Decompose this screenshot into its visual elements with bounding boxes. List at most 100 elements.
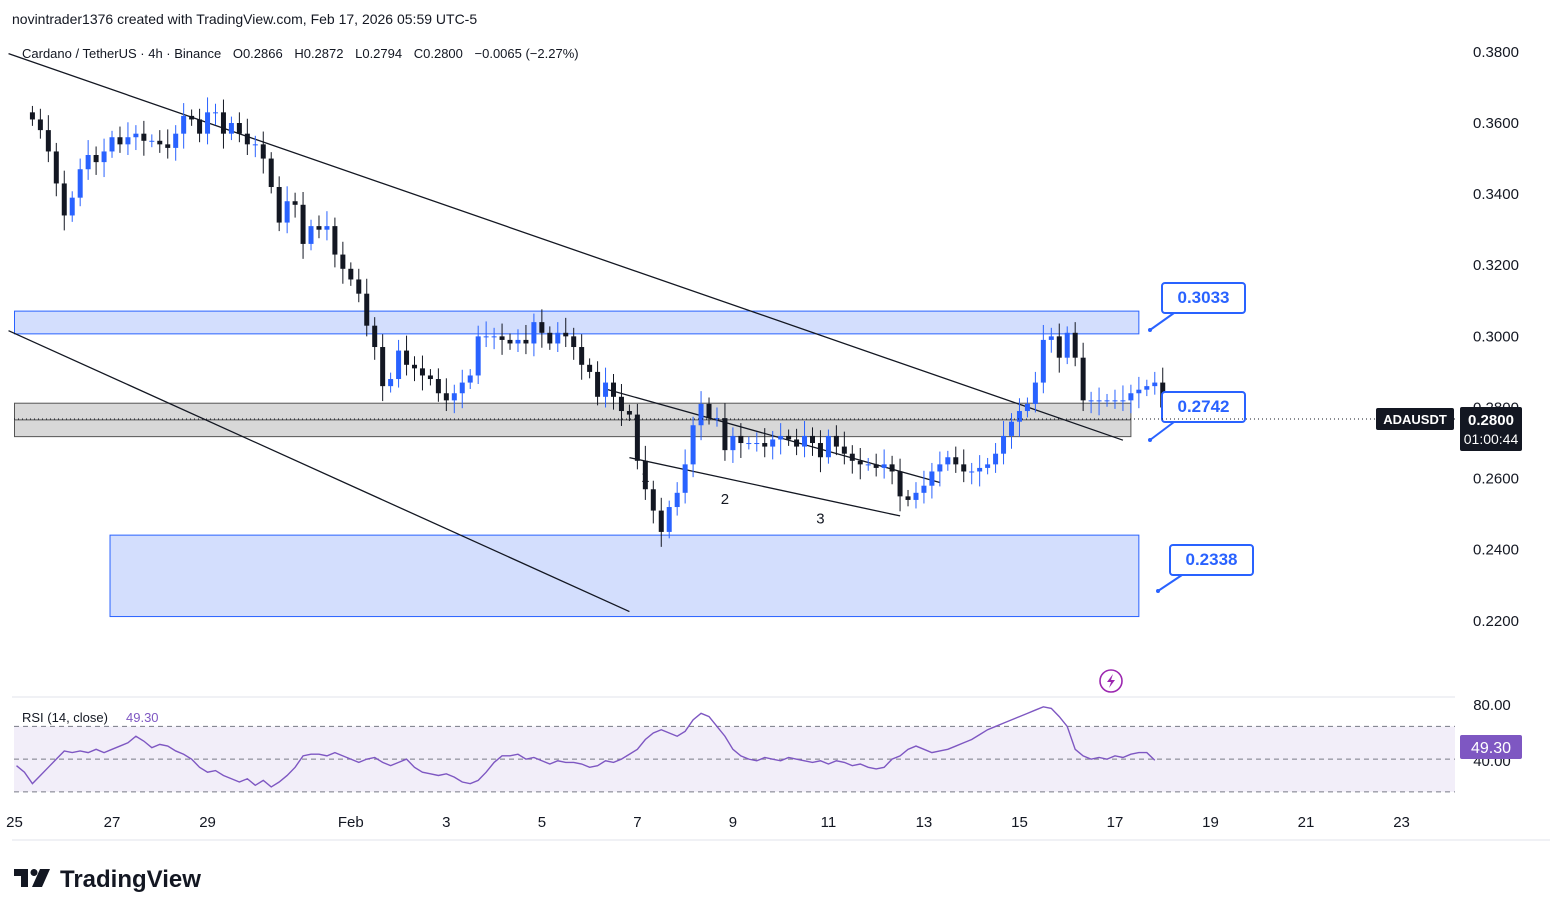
candle-body xyxy=(69,197,75,216)
candle-body xyxy=(388,379,394,387)
candle-body xyxy=(1032,382,1038,404)
candle-body xyxy=(913,492,919,500)
candle-body xyxy=(260,144,266,159)
time-axis[interactable]: 25 27 29 Feb 3 5 7 9 11 13 15 17 19 21 23 xyxy=(6,814,1550,841)
candle-body xyxy=(658,510,664,532)
candle-body xyxy=(730,435,736,451)
candle-body xyxy=(300,204,306,244)
wave-label: 2 xyxy=(721,491,729,508)
x-tick-label: 25 xyxy=(6,814,23,831)
candle-body xyxy=(786,435,792,440)
candle-body xyxy=(929,471,935,486)
candle-body xyxy=(881,464,887,468)
candle-body xyxy=(1001,435,1007,454)
candle-body xyxy=(1120,400,1126,402)
candle-body xyxy=(220,112,226,134)
callout-pointer xyxy=(1149,312,1175,331)
candle-body xyxy=(412,364,417,369)
y-tick-label: 0.2200 xyxy=(1473,613,1519,630)
callout-pointer xyxy=(1157,574,1183,592)
symbol-tag-text: ADAUSDT xyxy=(1383,412,1447,427)
candle-body xyxy=(396,350,402,380)
rsi-axis-label: 80.00 xyxy=(1473,697,1511,714)
candle-body xyxy=(825,435,831,458)
callout-label: 0.3033 xyxy=(1178,288,1230,307)
candle-body xyxy=(897,471,903,497)
price-tag xyxy=(1460,407,1522,451)
candle-body xyxy=(419,368,425,376)
candle-body xyxy=(905,496,911,500)
candle-body xyxy=(531,322,537,344)
candle-body xyxy=(1016,411,1022,422)
x-tick-label: 19 xyxy=(1202,814,1219,831)
candle-body xyxy=(117,137,123,145)
candle-body xyxy=(284,201,290,223)
candle-body xyxy=(133,133,139,138)
candle-body xyxy=(841,446,847,454)
candle-body xyxy=(356,279,362,294)
callout-label: 0.2742 xyxy=(1178,397,1230,416)
candle-body xyxy=(1136,389,1142,394)
trendlines-layer: 123 xyxy=(8,53,1124,613)
candle-body xyxy=(1096,400,1102,402)
candle-body xyxy=(404,350,410,365)
candle-body xyxy=(1112,400,1118,402)
candle-body xyxy=(611,382,616,397)
wave-label: 3 xyxy=(816,511,824,528)
rsi-value-tag-text: 49.30 xyxy=(1471,740,1511,757)
callout-label: 0.2338 xyxy=(1186,550,1238,569)
candle-body xyxy=(547,332,553,344)
candle-body xyxy=(706,403,712,419)
candle-body xyxy=(857,460,863,465)
candle-body xyxy=(93,155,99,163)
candle-body xyxy=(1080,357,1086,401)
candle-body xyxy=(865,464,871,466)
x-tick-label: Feb xyxy=(338,814,364,831)
candle-body xyxy=(1088,400,1094,402)
candle-body xyxy=(1144,386,1150,390)
candle-body xyxy=(977,467,983,472)
candle-body xyxy=(618,396,624,412)
price-tag-countdown: 01:00:44 xyxy=(1464,431,1519,447)
tradingview-logo[interactable]: TradingView xyxy=(14,866,201,893)
y-tick-label: 0.3800 xyxy=(1473,44,1519,61)
candle-body xyxy=(1104,400,1110,402)
candle-body xyxy=(332,226,338,255)
legend-high: H0.2872 xyxy=(294,46,343,61)
lightning-icon[interactable] xyxy=(1099,669,1123,693)
legend-open: O0.2866 xyxy=(233,46,283,61)
candle-body xyxy=(228,123,234,134)
candle-body xyxy=(61,183,67,216)
candle-body xyxy=(1152,382,1158,387)
candle-body xyxy=(157,140,163,145)
candle-body xyxy=(603,382,609,397)
candle-body xyxy=(993,453,999,465)
symbol-tag xyxy=(1376,408,1454,430)
candle-body xyxy=(340,254,346,269)
candle-body xyxy=(1040,339,1046,383)
callout-box xyxy=(1161,391,1246,423)
candle-body xyxy=(380,347,386,387)
candle-body xyxy=(292,201,298,205)
candle-body xyxy=(626,411,632,415)
rsi-label: RSI (14, close) xyxy=(22,710,108,725)
candle-body xyxy=(443,393,449,401)
candle-body xyxy=(539,322,545,333)
rsi-legend-value: 49.30 xyxy=(126,710,159,725)
candle-body xyxy=(666,507,672,532)
candle-body xyxy=(937,464,943,472)
y-tick-label: 0.3400 xyxy=(1473,186,1519,203)
x-tick-label: 21 xyxy=(1298,814,1315,831)
candle-body xyxy=(236,123,242,134)
candle-body xyxy=(101,151,107,163)
legend-symbol: Cardano / TetherUS · 4h · Binance xyxy=(22,46,221,61)
tradingview-logo-icon xyxy=(14,869,50,887)
price-tag-value: 0.2800 xyxy=(1468,412,1514,429)
candle-body xyxy=(53,151,59,184)
y-tick-label: 0.2400 xyxy=(1473,542,1519,559)
price-axis[interactable]: 0.38000.36000.34000.32000.30000.28000.26… xyxy=(1473,44,1519,630)
legend-line: Cardano / TetherUS · 4h · Binance O0.286… xyxy=(22,46,579,61)
candle-body xyxy=(889,464,895,472)
